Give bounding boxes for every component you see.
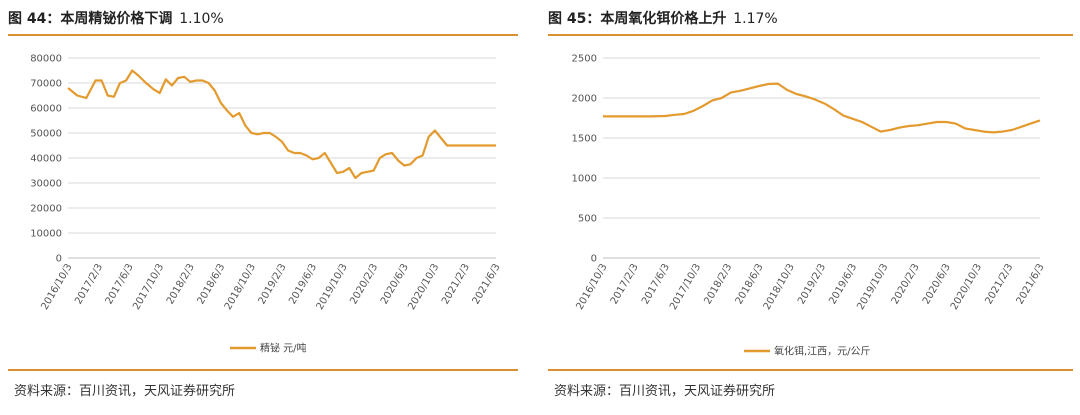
y-tick-label: 10000 [30,229,62,240]
x-tick-label: 2017/10/3 [131,262,166,312]
y-tick-label: 1500 [572,134,597,145]
y-tick-label: 80000 [30,54,62,65]
x-tick-label: 2016/10/3 [39,262,74,312]
x-tick-label: 2018/10/3 [762,262,797,312]
x-tick-label: 2020/6/3 [379,262,411,306]
x-tick-label: 2020/10/3 [949,262,984,312]
x-tick-label: 2017/6/3 [640,262,672,306]
x-tick-label: 2018/2/3 [165,262,197,306]
x-tick-label: 2020/6/3 [921,262,953,306]
y-tick-label: 0 [591,254,597,265]
x-tick-label: 2017/6/3 [104,262,136,306]
x-tick-label: 2019/2/3 [796,262,828,306]
x-tick-label: 2020/10/3 [406,262,441,312]
source-note: 资料来源：百川资讯，天风证券研究所 [554,384,776,399]
chart-title: 图 45：本周氧化铒价格上升 1.17% [548,8,778,28]
x-tick-label: 2018/10/3 [223,262,258,312]
x-tick-label: 2019/6/3 [827,262,859,306]
title-rule [548,34,1073,36]
x-tick-label: 2021/2/3 [440,262,472,306]
y-tick-label: 30000 [30,179,62,190]
series-line [603,82,1041,134]
y-tick-label: 2500 [572,54,597,65]
y-tick-label: 40000 [30,154,62,165]
chart-panel-bismuth: 图 44：本周精铋价格下调 1.10% 0 10000 20000 30000 4000… [8,0,518,415]
chart-title-change: 1.10% [179,11,224,27]
x-tick-label: 2021/2/3 [983,262,1015,306]
x-tick-label: 2021/6/3 [1015,262,1047,306]
x-tick-label: 2019/6/3 [287,262,319,306]
x-tick-label: 2019/10/3 [315,262,350,312]
x-tick-label: 2020/2/3 [890,262,922,306]
series-line [67,69,496,180]
x-tick-label: 2018/6/3 [734,262,766,306]
x-tick-label: 2017/10/3 [668,262,703,312]
y-tick-label: 2000 [572,94,597,105]
title-rule [8,34,518,36]
chart-title-text: 图 45：本周氧化铒价格上升 [548,11,727,27]
x-tick-label: 2017/2/3 [609,262,641,306]
y-tick-label: 50000 [30,129,62,140]
y-tick-label: 1000 [572,174,597,185]
x-tick-label: 2018/6/3 [195,262,227,306]
legend-label: 氧化铒,江西，元/公斤 [774,345,871,358]
x-tick-label: 2018/2/3 [702,262,734,306]
chart-panel-erbium-oxide: 图 45：本周氧化铒价格上升 1.17% 0 500 1000 1500 2000 250… [548,0,1073,415]
chart-title-text: 图 44：本周精铋价格下调 [8,11,173,27]
source-note: 资料来源：百川资讯，天风证券研究所 [14,384,236,399]
x-tick-label: 2017/2/3 [73,262,105,306]
y-tick-label: 500 [578,214,597,225]
x-tick-label: 2020/2/3 [348,262,380,306]
y-tick-label: 0 [56,254,62,265]
x-tick-label: 2021/6/3 [471,262,503,306]
x-tick-label: 2019/10/3 [855,262,890,312]
y-tick-label: 20000 [30,204,62,215]
x-tick-label: 2016/10/3 [574,262,609,312]
chart-title-change: 1.17% [733,11,778,27]
y-tick-label: 70000 [30,79,62,90]
line-chart-bismuth: 0 10000 20000 30000 40000 50000 60000 70000 8000… [30,54,503,355]
legend-label: 精铋 元/吨 [260,342,307,355]
source-rule [548,369,1073,371]
chart-title: 图 44：本周精铋价格下调 1.10% [8,8,224,28]
x-tick-label: 2019/2/3 [257,262,289,306]
source-rule [8,369,518,371]
y-tick-label: 60000 [30,104,62,115]
